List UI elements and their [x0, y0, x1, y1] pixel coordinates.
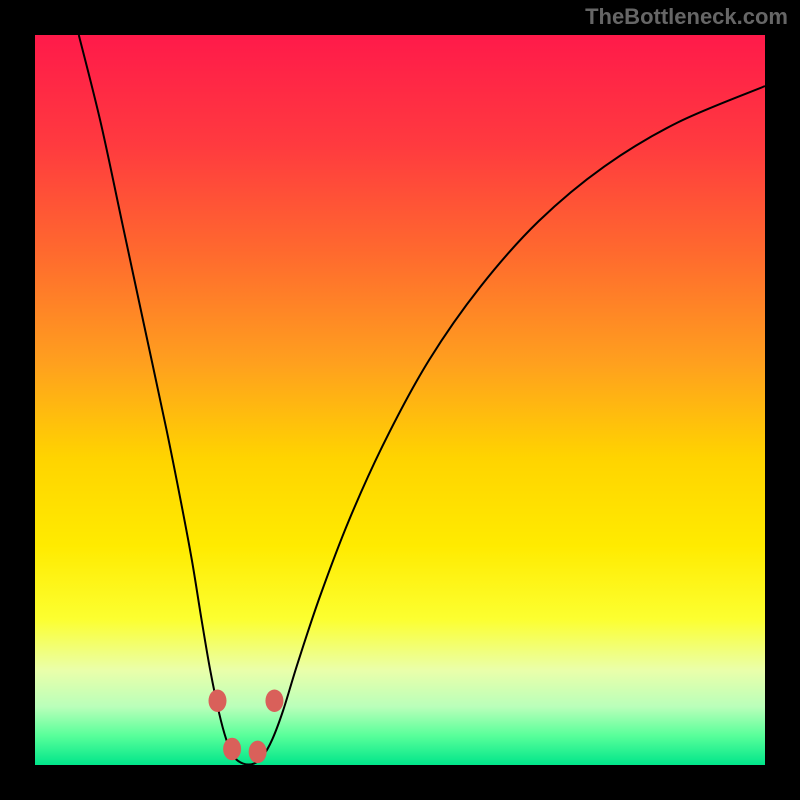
- curve-marker: [249, 741, 267, 764]
- curve-layer: [35, 35, 765, 765]
- curve-marker: [209, 690, 227, 713]
- plot-area: [35, 35, 765, 765]
- markers-group: [209, 690, 284, 764]
- watermark-text: TheBottleneck.com: [585, 4, 788, 30]
- chart-container: TheBottleneck.com: [0, 0, 800, 800]
- curve-marker: [223, 738, 241, 761]
- curve-marker: [265, 690, 283, 713]
- bottleneck-curve: [79, 35, 765, 764]
